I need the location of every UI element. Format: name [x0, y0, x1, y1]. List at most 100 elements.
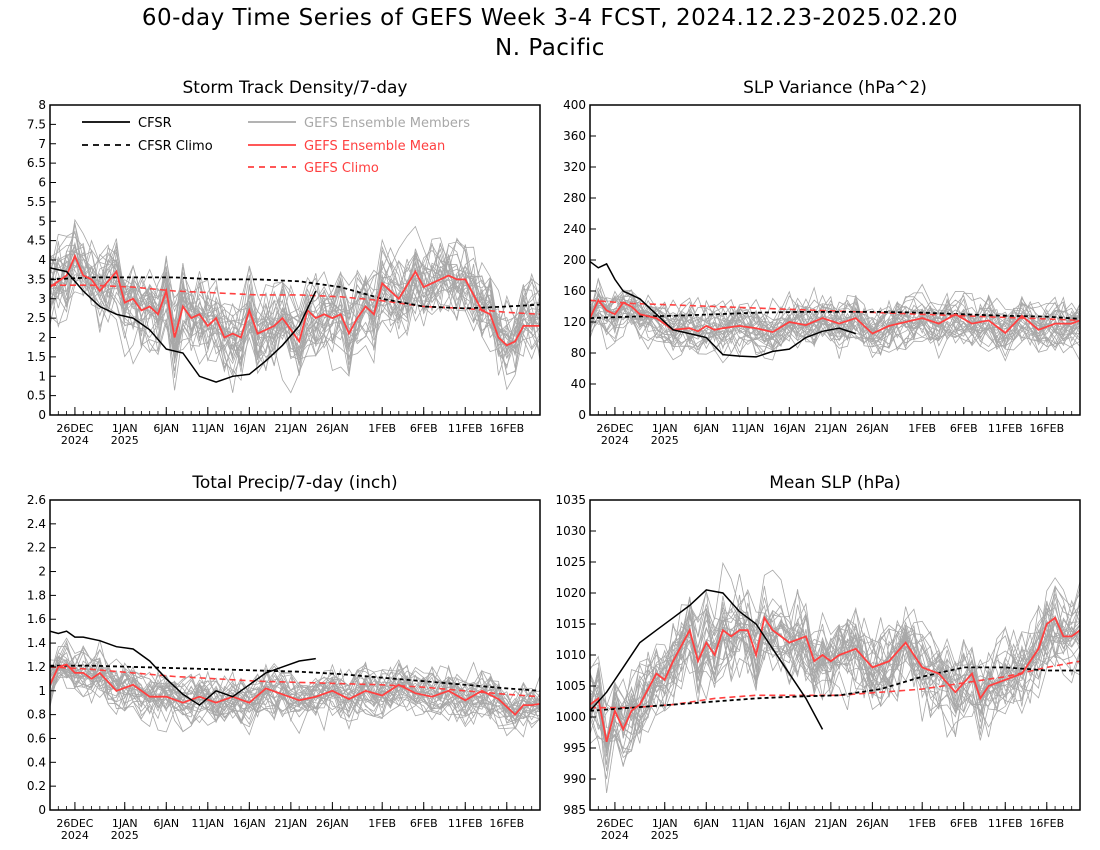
- legend-label: CFSR: [138, 116, 172, 131]
- panel-title: SLP Variance (hPa^2): [743, 78, 927, 98]
- ensemble-member-line: [590, 297, 1080, 359]
- y-tick-label: 2.2: [27, 541, 46, 555]
- y-tick-label: 5: [38, 214, 46, 228]
- x-tick-label: 1FEB: [368, 422, 396, 435]
- x-tick-label: 11JAN: [731, 422, 764, 435]
- legend-label: GEFS Ensemble Mean: [304, 139, 445, 154]
- y-tick-label: 8: [38, 98, 46, 112]
- y-tick-label: 0.2: [27, 779, 46, 793]
- x-tick-label: 6FEB: [950, 817, 978, 830]
- ensemble-member-line: [50, 655, 540, 723]
- x-tick-label: 26JAN: [316, 817, 349, 830]
- x-tick-label: 16JAN: [773, 422, 806, 435]
- y-tick-label: 2.5: [27, 311, 46, 325]
- ensemble-member-line: [590, 277, 1080, 354]
- panel-title: Total Precip/7-day (inch): [191, 473, 397, 493]
- ensemble-mean-line: [50, 663, 540, 716]
- legend-label: CFSR Climo: [138, 139, 213, 154]
- x-tick-label: 26JAN: [856, 817, 889, 830]
- y-tick-label: 1025: [555, 555, 586, 569]
- x-tick-label: 6JAN: [693, 817, 719, 830]
- x-tick-label: 11FEB: [448, 817, 483, 830]
- x-tick-label: 6FEB: [410, 817, 438, 830]
- ensemble-member-line: [50, 251, 540, 393]
- y-tick-label: 80: [571, 346, 586, 360]
- y-tick-label: 0.4: [27, 755, 46, 769]
- y-tick-label: 1000: [555, 710, 586, 724]
- y-tick-label: 2: [38, 565, 46, 579]
- plot-frame: [49, 499, 541, 811]
- y-tick-label: 0.8: [27, 708, 46, 722]
- ensemble-member-line: [50, 646, 540, 721]
- x-tick-label: 11JAN: [731, 817, 764, 830]
- ensemble-member-line: [50, 254, 540, 369]
- y-tick-label: 985: [563, 803, 586, 817]
- y-tick-label: 240: [563, 222, 586, 236]
- x-tick-label: 2024: [601, 434, 629, 447]
- y-tick-label: 360: [563, 129, 586, 143]
- x-tick-label: 16JAN: [233, 422, 266, 435]
- ensemble-member-line: [50, 247, 540, 367]
- x-tick-label: 26DEC: [596, 422, 633, 435]
- ensemble-member-line: [50, 244, 540, 375]
- y-tick-label: 1.4: [27, 636, 46, 650]
- x-tick-label: 16FEB: [489, 422, 524, 435]
- cfsr-line: [590, 260, 857, 358]
- ensemble-member-line: [50, 236, 540, 361]
- y-tick-label: 4: [38, 253, 46, 267]
- x-tick-label: 11FEB: [988, 422, 1023, 435]
- y-tick-label: 3: [38, 292, 46, 306]
- x-tick-label: 26DEC: [56, 422, 93, 435]
- x-tick-label: 16FEB: [489, 817, 524, 830]
- y-tick-label: 1010: [555, 648, 586, 662]
- plot-frame: [589, 104, 1081, 416]
- y-tick-label: 1035: [555, 493, 586, 507]
- y-tick-label: 1005: [555, 679, 586, 693]
- ensemble-member-line: [50, 225, 540, 391]
- y-tick-label: 40: [571, 377, 586, 391]
- y-tick-label: 200: [563, 253, 586, 267]
- ensemble-mean-line: [50, 253, 540, 347]
- y-tick-label: 1020: [555, 586, 586, 600]
- cfsr-climo-line: [50, 664, 540, 692]
- ensemble-member-line: [590, 278, 1080, 351]
- gefs-climo-line: [50, 666, 540, 698]
- x-tick-label: 11JAN: [191, 817, 224, 830]
- x-tick-label: 2024: [61, 434, 89, 447]
- x-tick-label: 2025: [111, 434, 139, 447]
- x-tick-label: 26DEC: [56, 817, 93, 830]
- y-tick-label: 1: [38, 684, 46, 698]
- y-tick-label: 120: [563, 315, 586, 329]
- figure-title: 60-day Time Series of GEFS Week 3-4 FCST…: [141, 5, 959, 31]
- ensemble-mean-line: [590, 298, 1080, 335]
- x-tick-label: 2025: [651, 829, 679, 842]
- panel-title: Storm Track Density/7-day: [183, 78, 408, 98]
- ensemble-member-line: [590, 610, 1080, 748]
- ensemble-member-line: [590, 612, 1080, 751]
- x-tick-label: 6JAN: [693, 422, 719, 435]
- y-tick-label: 990: [563, 772, 586, 786]
- x-tick-label: 1JAN: [112, 422, 138, 435]
- y-tick-label: 1030: [555, 524, 586, 538]
- x-tick-label: 11FEB: [448, 422, 483, 435]
- y-tick-label: 7: [38, 137, 46, 151]
- x-tick-label: 1FEB: [908, 422, 936, 435]
- x-tick-label: 1FEB: [368, 817, 396, 830]
- y-tick-label: 995: [563, 741, 586, 755]
- gefs-climo-line: [590, 660, 1080, 709]
- y-tick-label: 5.5: [27, 195, 46, 209]
- y-tick-label: 0: [38, 408, 46, 422]
- ensemble-member-line: [590, 602, 1080, 743]
- y-tick-label: 0.5: [27, 389, 46, 403]
- legend-label: GEFS Ensemble Members: [304, 116, 470, 131]
- y-tick-label: 3.5: [27, 272, 46, 286]
- x-tick-label: 6FEB: [410, 422, 438, 435]
- x-tick-label: 6JAN: [153, 817, 179, 830]
- gefs-climo-line: [50, 284, 540, 316]
- cfsr-line: [50, 630, 316, 707]
- panel-2: SLP Variance (hPa^2) 0 40 80 120 160 200 240 280…: [563, 78, 1081, 447]
- y-tick-label: 1.5: [27, 350, 46, 364]
- x-tick-label: 1FEB: [908, 817, 936, 830]
- x-tick-label: 1JAN: [652, 422, 678, 435]
- x-tick-label: 1JAN: [112, 817, 138, 830]
